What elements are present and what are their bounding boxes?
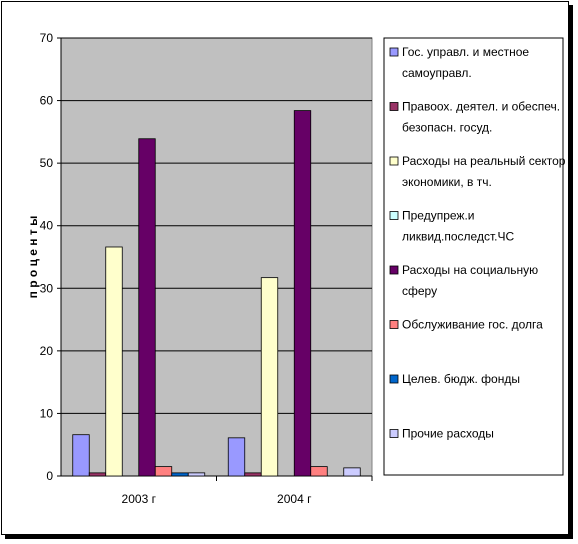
- legend-label: Гос. управл. и местное: [402, 45, 529, 59]
- legend-swatch: [389, 156, 399, 166]
- x-tick-label: 2003 г: [122, 492, 157, 506]
- legend-label: самоуправл.: [402, 66, 472, 80]
- legend-label: Предупреж.и: [402, 209, 475, 223]
- legend-swatch: [389, 102, 399, 111]
- y-tick-label: 50: [40, 156, 54, 170]
- legend-label: Целев. бюдж. фонды: [402, 372, 520, 386]
- bar: [343, 467, 361, 477]
- legend-label: Расходы на социальную: [402, 263, 538, 277]
- y-tick-label: 0: [46, 469, 53, 483]
- x-tick-label: 2004 г: [277, 492, 312, 506]
- y-tick-label: 70: [40, 31, 54, 45]
- bar: [138, 138, 156, 477]
- legend-label: Правоох. деятел. и обеспеч.: [402, 100, 560, 114]
- y-tick-label: 20: [40, 344, 54, 358]
- y-tick-label: 30: [40, 281, 54, 295]
- legend-label: ликвид.последст.ЧС: [402, 230, 514, 244]
- legend-box: [383, 37, 564, 476]
- bar: [293, 110, 312, 477]
- bar: [310, 466, 328, 477]
- legend-label: безопасн. госуд.: [402, 121, 492, 135]
- legend-swatch: [389, 320, 399, 329]
- bar: [88, 472, 107, 477]
- bar: [260, 277, 279, 477]
- y-tick-label: 10: [40, 406, 54, 420]
- legend-label: Прочие расходы: [402, 427, 494, 441]
- bar: [105, 246, 123, 477]
- legend-swatch: [389, 429, 399, 438]
- bar: [244, 472, 262, 477]
- bar: [72, 434, 90, 477]
- y-tick-label: 60: [40, 94, 54, 108]
- legend-label: Обслуживание гос. долга: [402, 318, 543, 332]
- bar: [187, 472, 206, 477]
- legend-label: Расходы на реальный сектор: [402, 154, 566, 168]
- legend-swatch: [389, 211, 399, 220]
- bar: [227, 437, 246, 477]
- legend-swatch: [389, 47, 399, 57]
- legend-swatch: [389, 265, 399, 275]
- legend-label: сферу: [402, 284, 437, 298]
- y-axis-title: п р о ц е н т ы: [26, 216, 40, 299]
- legend-label: экономики, в тч.: [402, 175, 492, 189]
- bar: [171, 472, 189, 477]
- y-tick-label: 40: [40, 219, 54, 233]
- legend-swatch: [389, 374, 399, 384]
- bar: [154, 466, 173, 477]
